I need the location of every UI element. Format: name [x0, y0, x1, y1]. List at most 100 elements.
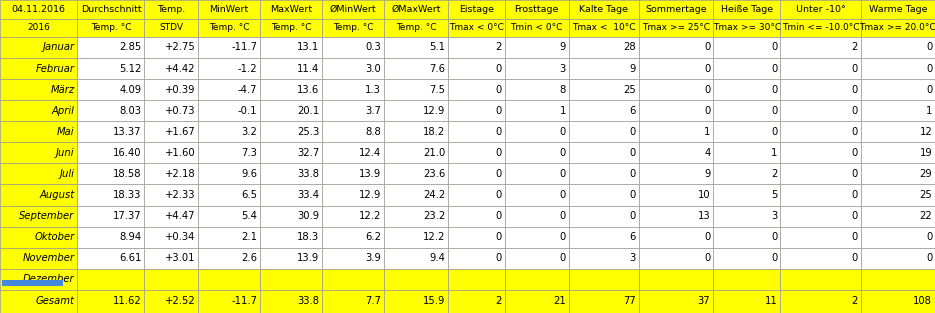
Text: 20.1: 20.1 — [297, 106, 319, 116]
Text: 3.0: 3.0 — [366, 64, 381, 74]
Bar — [145, 121, 198, 142]
Bar — [0, 0, 78, 19]
Bar — [384, 206, 448, 227]
Text: 9.4: 9.4 — [429, 253, 445, 263]
Bar — [322, 19, 384, 37]
Text: 0: 0 — [704, 43, 711, 52]
Bar — [780, 79, 861, 100]
Bar — [780, 58, 861, 79]
Bar — [861, 58, 935, 79]
Text: 0: 0 — [852, 190, 858, 200]
Text: 0: 0 — [852, 232, 858, 242]
Text: Temp. °C: Temp. °C — [91, 23, 131, 33]
Bar — [78, 142, 145, 163]
Text: 0: 0 — [852, 211, 858, 221]
Text: 1: 1 — [771, 148, 777, 158]
Bar — [78, 58, 145, 79]
Text: 17.37: 17.37 — [113, 211, 142, 221]
Text: +3.01: +3.01 — [165, 253, 195, 263]
Text: 0: 0 — [926, 253, 932, 263]
Bar — [780, 121, 861, 142]
Text: +1.60: +1.60 — [165, 148, 195, 158]
Text: November: November — [22, 253, 75, 263]
Bar — [145, 184, 198, 206]
Bar — [384, 58, 448, 79]
Bar — [260, 206, 322, 227]
Bar — [198, 0, 260, 19]
Text: 13.1: 13.1 — [297, 43, 319, 52]
Text: 4.09: 4.09 — [120, 85, 142, 95]
Text: 23.2: 23.2 — [423, 211, 445, 221]
Text: 2.1: 2.1 — [241, 232, 257, 242]
Text: April: April — [51, 106, 75, 116]
Text: 0: 0 — [852, 106, 858, 116]
Bar — [198, 163, 260, 184]
Text: -4.7: -4.7 — [237, 85, 257, 95]
Bar — [260, 248, 322, 269]
Bar — [639, 248, 713, 269]
Bar — [145, 227, 198, 248]
Bar — [78, 290, 145, 313]
Bar — [145, 290, 198, 313]
Text: Warme Tage: Warme Tage — [869, 5, 928, 14]
Bar — [713, 163, 780, 184]
Text: +0.73: +0.73 — [165, 106, 195, 116]
Text: 0: 0 — [704, 85, 711, 95]
Text: MinWert: MinWert — [209, 5, 249, 14]
Bar — [198, 121, 260, 142]
Bar — [384, 37, 448, 58]
Text: Dezember: Dezember — [23, 274, 75, 284]
Text: 3: 3 — [630, 253, 636, 263]
Bar — [861, 19, 935, 37]
Bar — [639, 206, 713, 227]
Text: MaxWert: MaxWert — [270, 5, 312, 14]
Bar — [448, 37, 505, 58]
Text: Juli: Juli — [60, 169, 75, 179]
Text: 25: 25 — [624, 85, 636, 95]
Bar — [198, 58, 260, 79]
Bar — [260, 290, 322, 313]
Text: +4.47: +4.47 — [165, 211, 195, 221]
Text: 0: 0 — [926, 85, 932, 95]
Text: 6.5: 6.5 — [241, 190, 257, 200]
Text: +0.34: +0.34 — [165, 232, 195, 242]
Text: 0: 0 — [771, 106, 777, 116]
Text: 12.9: 12.9 — [423, 106, 445, 116]
Bar — [780, 19, 861, 37]
Bar — [713, 184, 780, 206]
Bar — [505, 163, 568, 184]
Text: 25: 25 — [919, 190, 932, 200]
Text: Juni: Juni — [56, 148, 75, 158]
Bar — [198, 37, 260, 58]
Text: ØMaxWert: ØMaxWert — [391, 5, 440, 14]
Bar — [198, 206, 260, 227]
Text: 11: 11 — [765, 296, 777, 306]
Bar — [322, 142, 384, 163]
Text: 12: 12 — [919, 127, 932, 137]
Bar — [505, 142, 568, 163]
Bar — [861, 163, 935, 184]
Text: 0: 0 — [630, 127, 636, 137]
Text: Tmax >= 20.0°C: Tmax >= 20.0°C — [859, 23, 935, 33]
Bar — [260, 79, 322, 100]
Bar — [448, 269, 505, 290]
Bar — [861, 227, 935, 248]
Text: 24.2: 24.2 — [423, 190, 445, 200]
Bar — [78, 37, 145, 58]
Bar — [505, 19, 568, 37]
Text: 30.9: 30.9 — [297, 211, 319, 221]
Bar — [145, 142, 198, 163]
Text: 21: 21 — [554, 296, 566, 306]
Bar — [780, 37, 861, 58]
Bar — [198, 290, 260, 313]
Bar — [780, 184, 861, 206]
Text: 0: 0 — [852, 85, 858, 95]
Bar — [568, 19, 639, 37]
Text: Tmin < 0°C: Tmin < 0°C — [511, 23, 563, 33]
Bar — [322, 58, 384, 79]
Text: 0: 0 — [704, 106, 711, 116]
Bar — [260, 163, 322, 184]
Bar — [568, 163, 639, 184]
Text: +2.18: +2.18 — [165, 169, 195, 179]
Bar — [145, 269, 198, 290]
